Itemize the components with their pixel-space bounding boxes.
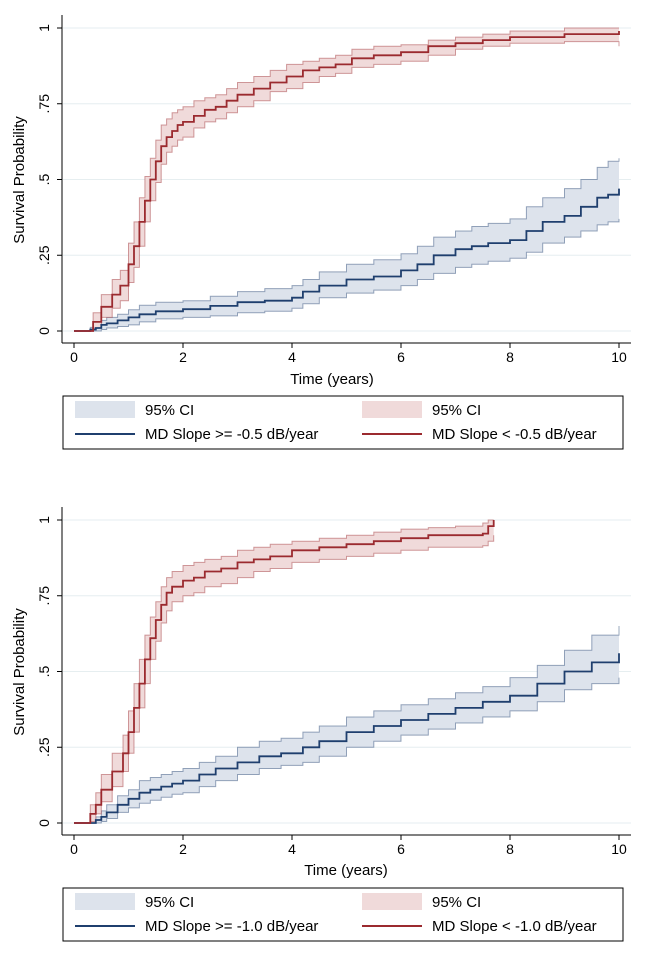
panel-1-y-tick-label-4: 1 [36, 24, 52, 32]
panel-2-legend-series-label-2: MD Slope < -1.0 dB/year [432, 918, 597, 935]
panel-2-ci-band-2 [74, 520, 494, 823]
panel-2-legend-series-label-1: MD Slope >= -1.0 dB/year [145, 918, 318, 935]
panel-1-survival-line-1 [74, 188, 620, 332]
panel-1-ci-lower-1 [74, 218, 620, 332]
panel-2-y-tick-label-0: 0 [36, 819, 52, 827]
panel-2-legend-box [62, 887, 624, 942]
panel-1-ci-bands [74, 27, 620, 332]
panel-2-x-tick-label-5: 10 [611, 841, 627, 857]
panel-1-ci-band-1 [74, 158, 619, 331]
panel-1-legend-series-label-1: MD Slope >= -0.5 dB/year [145, 426, 318, 443]
panel-1-legend-ci-label-1: 95% CI [145, 402, 194, 419]
panel-1-ticks: 0 2 4 6 8 10 0 .25 .5 .75 1 [36, 24, 627, 365]
panel-1-legend-swatch-ci-1 [75, 401, 135, 418]
panel-1-y-axis-title: Survival Probability [11, 116, 28, 244]
panel-1-y-tick-label-0: 0 [36, 327, 52, 335]
panel-1-legend: 95% CI 95% CI MD Slope >= -0.5 dB/year M… [62, 395, 624, 450]
panel-1-survival-line-2 [74, 31, 620, 332]
panel-2-x-axis-title: Time (years) [304, 862, 388, 879]
panel-1-y-tick-label-1: .25 [36, 245, 52, 265]
panel-1-x-axis-title: Time (years) [290, 371, 374, 388]
panel-1-x-tick-label-3: 6 [397, 349, 405, 365]
panel-2-x-tick-label-0: 0 [70, 841, 78, 857]
panel-2: 0 2 4 6 8 10 0 .25 .5 .75 1 Time (years) Survival … [11, 507, 631, 942]
panel-1-ci-upper-2 [74, 27, 619, 332]
panel-2-x-tick-label-3: 6 [397, 841, 405, 857]
panel-2-ci-upper-1 [74, 626, 620, 824]
panel-1-x-tick-label-5: 10 [611, 349, 627, 365]
panel-1-x-tick-label-2: 4 [288, 349, 296, 365]
panel-2-ci-upper-2 [74, 519, 494, 824]
panel-1-ci-upper-1 [74, 158, 620, 332]
panel-2-survival-line-2 [74, 520, 495, 824]
panel-2-x-tick-label-2: 4 [288, 841, 296, 857]
panel-1-ci-lower-2 [74, 41, 620, 332]
panel-2-ci-lower-1 [74, 677, 620, 824]
panel-2-legend-swatch-ci-2 [362, 893, 422, 910]
panel-2-ci-lower-2 [74, 535, 495, 824]
panel-1-x-tick-label-1: 2 [179, 349, 187, 365]
panel-1: 0 2 4 6 8 10 0 .25 .5 .75 1 Time (years) Survival … [11, 15, 631, 450]
panel-2-survival-line-1 [74, 653, 620, 824]
panel-1-x-tick-label-4: 8 [506, 349, 514, 365]
panel-2-ticks: 0 2 4 6 8 10 0 .25 .5 .75 1 [36, 516, 627, 857]
panel-2-y-tick-label-2: .5 [36, 665, 52, 677]
panel-2-x-tick-label-1: 2 [179, 841, 187, 857]
panel-2-y-tick-label-3: .75 [36, 586, 52, 606]
panel-2-legend: 95% CI 95% CI MD Slope >= -1.0 dB/year M… [62, 887, 624, 942]
panel-1-legend-ci-label-2: 95% CI [432, 402, 481, 419]
panel-2-x-tick-label-4: 8 [506, 841, 514, 857]
panel-2-legend-swatch-ci-1 [75, 893, 135, 910]
panel-1-legend-swatch-ci-2 [362, 401, 422, 418]
panel-2-grid [63, 519, 631, 824]
panel-2-survival-lines [74, 520, 620, 824]
panel-1-legend-series-label-2: MD Slope < -0.5 dB/year [432, 426, 597, 443]
panel-1-y-tick-label-3: .75 [36, 94, 52, 114]
panel-1-legend-box [62, 395, 624, 450]
panel-2-y-axis-title: Survival Probability [11, 608, 28, 736]
panel-2-legend-ci-label-1: 95% CI [145, 894, 194, 911]
panel-2-y-tick-label-1: .25 [36, 737, 52, 757]
panel-2-legend-ci-label-2: 95% CI [432, 894, 481, 911]
panel-1-ci-band-2 [74, 28, 619, 331]
panel-1-x-tick-label-0: 0 [70, 349, 78, 365]
panel-2-y-tick-label-4: 1 [36, 516, 52, 524]
panel-1-y-tick-label-2: .5 [36, 173, 52, 185]
panel-1-survival-lines [74, 31, 620, 332]
